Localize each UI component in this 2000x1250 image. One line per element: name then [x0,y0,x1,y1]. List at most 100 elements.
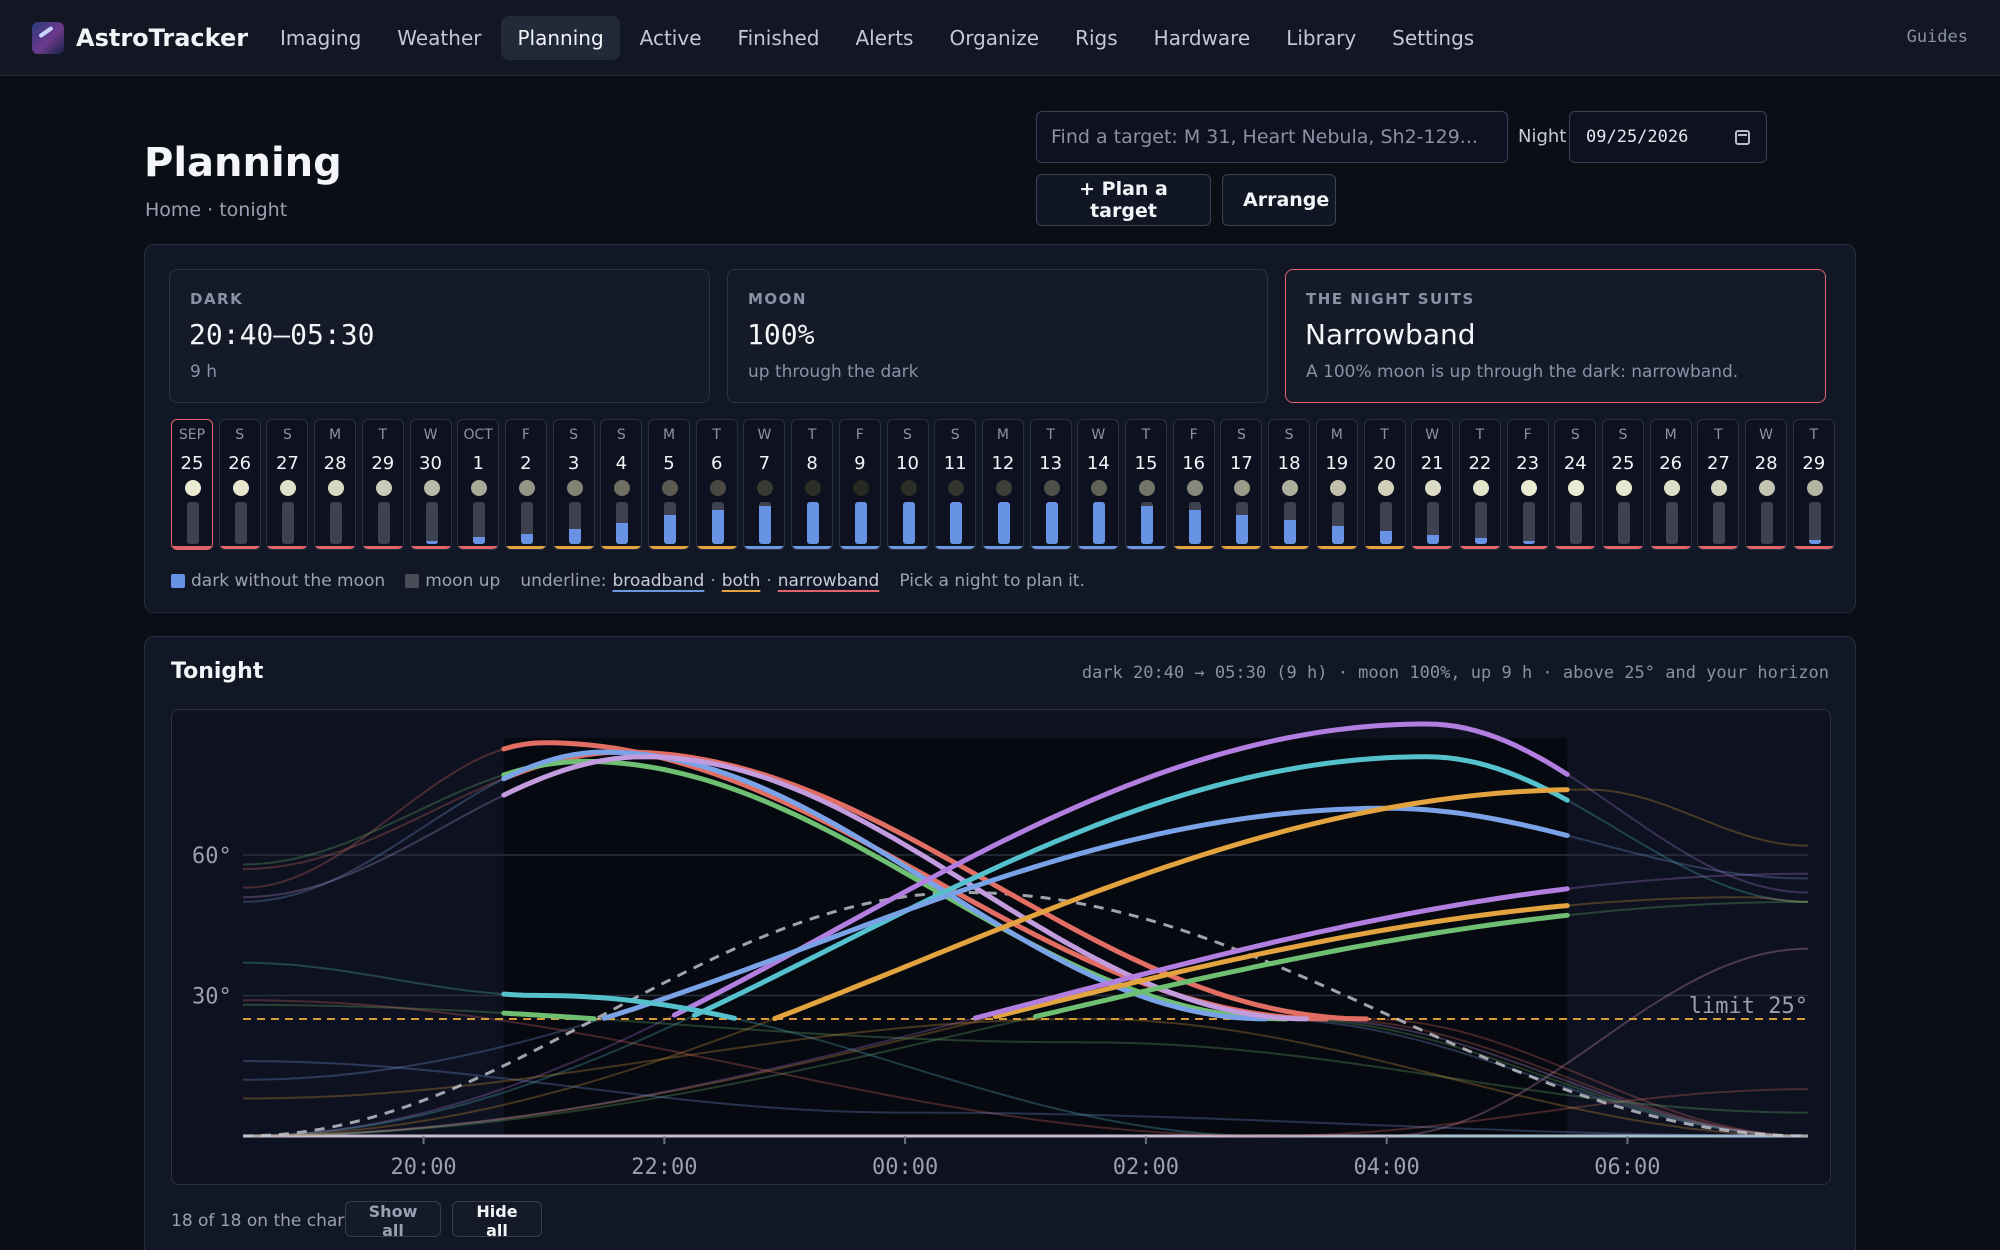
day-number: 14 [1086,453,1110,474]
night-day[interactable]: S 17 [1220,419,1263,550]
night-day[interactable]: F 23 [1506,419,1549,550]
nav-rigs[interactable]: Rigs [1075,26,1118,50]
night-day[interactable]: M 12 [981,419,1024,550]
night-day[interactable]: SEP 25 [171,419,213,550]
dark-hours-fill [1331,525,1344,544]
dark-value: 20:40–05:30 [189,318,375,351]
day-number: 20 [1373,453,1396,474]
night-date-value: 09/25/2026 [1586,127,1689,147]
show-all-button[interactable]: Show all [345,1201,441,1240]
moon-phase-icon [1568,480,1585,496]
day-number: 1 [472,453,484,474]
night-day[interactable]: M 19 [1315,419,1358,550]
nav-hardware[interactable]: Hardware [1153,26,1251,50]
day-number: 21 [1420,453,1444,474]
night-day[interactable]: S 25 [1602,419,1644,550]
moon-phase-icon [900,480,917,496]
target-track [501,754,1309,1022]
search-input[interactable] [1036,111,1508,163]
day-weekday: W [1759,427,1774,443]
nav-finished[interactable]: Finished [737,26,820,50]
plan-target-button[interactable]: + Plan a target [1036,174,1211,226]
day-number: 28 [323,453,347,474]
moon-phase-icon [280,480,297,496]
night-day[interactable]: OCT 1 [457,419,500,550]
calendar-icon[interactable] [1735,130,1750,145]
night-day[interactable]: W 14 [1077,419,1120,550]
brand[interactable]: AstroTracker [32,20,248,56]
night-day[interactable]: S 24 [1554,419,1597,550]
moon-phase-icon [852,480,869,496]
day-number: 3 [567,453,580,474]
night-date-field[interactable]: 09/25/2026 [1569,111,1767,163]
night-suits-label: THE NIGHT SUITS [1306,290,1475,308]
nav-alerts[interactable]: Alerts [855,26,914,50]
night-day[interactable]: S 26 [218,419,261,550]
night-day[interactable]: S 10 [886,419,929,550]
day-weekday: OCT [463,427,493,443]
night-day[interactable]: T 22 [1458,419,1501,550]
target-track [972,886,1570,1021]
moon-phase-icon [1139,480,1155,496]
moon-phase-icon [518,480,535,496]
moon-phase-icon [1759,480,1776,496]
day-weekday: T [1475,427,1485,443]
x-tick-label: 00:00 [872,1155,938,1180]
altitude-chart[interactable]: 30° 60° 20:00 22:00 00:00 02:00 04:00 06:00 limi… [171,709,1831,1185]
dark-sub: 9 h [190,362,217,382]
night-day[interactable]: T 27 [1697,419,1740,550]
target-track-faint [243,947,1809,1137]
nav-planning[interactable]: Planning [501,16,620,60]
moon-phase-icon [1186,480,1203,496]
day-number: 4 [615,453,628,474]
moon-phase-icon [1091,480,1108,496]
dark-hours-fill [1045,502,1058,544]
night-day[interactable]: T 29 [1792,419,1835,550]
dark-hours-bar [1808,502,1821,544]
night-day[interactable]: T 13 [1029,419,1072,550]
day-weekday: F [521,427,530,443]
night-day[interactable]: W 28 [1745,419,1788,550]
night-day[interactable]: S 27 [266,419,309,550]
night-day[interactable]: S 18 [1268,419,1311,550]
day-weekday: S [950,427,960,443]
night-day[interactable]: T 29 [361,419,404,550]
suit-underline [1650,546,1691,549]
suit-underline [1412,546,1453,549]
night-day[interactable]: S 11 [934,419,977,550]
night-day[interactable]: T 20 [1363,419,1406,550]
night-day[interactable]: T 15 [1125,419,1167,550]
nav-imaging[interactable]: Imaging [280,26,362,50]
guides-link[interactable]: Guides [1906,27,1968,47]
suit-underline [1507,546,1548,549]
dark-hours-fill [1188,510,1201,544]
night-day[interactable]: W 30 [409,419,452,550]
moon-phase-icon [757,480,774,496]
night-day[interactable]: W 21 [1411,419,1454,550]
nav-library[interactable]: Library [1286,26,1357,50]
dark-hours-fill [1141,506,1153,544]
suit-underline [1459,546,1500,549]
suit-underline [1555,546,1596,549]
altitude-chart-svg[interactable]: 30° 60° 20:00 22:00 00:00 02:00 04:00 06:00 limi… [172,710,1831,1185]
brand-name: AstroTracker [76,24,249,52]
nav-weather[interactable]: Weather [397,26,482,50]
night-day[interactable]: M 28 [314,419,357,550]
nav-organize[interactable]: Organize [949,26,1040,50]
arrange-button[interactable]: Arrange [1222,174,1336,226]
day-number: 26 [1659,453,1683,474]
night-day[interactable]: F 16 [1172,419,1215,550]
moon-phase-icon [232,480,249,496]
nav-settings[interactable]: Settings [1392,26,1475,50]
hide-all-button[interactable]: Hide all [452,1201,542,1240]
night-day[interactable]: M 26 [1649,419,1692,550]
nav-active[interactable]: Active [639,26,702,50]
